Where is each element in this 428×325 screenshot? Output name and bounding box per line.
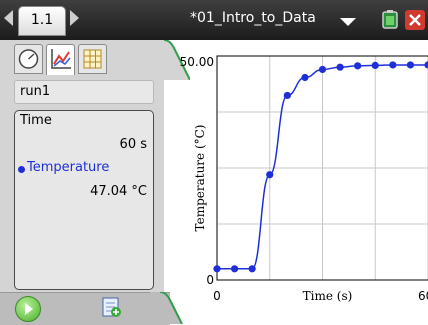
start-collection-button[interactable]	[15, 296, 41, 322]
next-page-arrow-icon[interactable]	[70, 10, 79, 26]
previous-page-arrow-icon[interactable]	[4, 10, 13, 26]
chevron-down-icon[interactable]	[340, 18, 356, 26]
meter-panel: Time 60 s Temperature 47.04 °C	[14, 110, 154, 290]
page-tab[interactable]: 1.1	[18, 6, 66, 36]
bottom-toolbar-corner	[150, 292, 183, 324]
time-sensor-label[interactable]: Time	[20, 113, 52, 128]
temperature-sensor-label[interactable]: Temperature	[27, 160, 110, 175]
data-point[interactable]	[336, 63, 344, 71]
data-point[interactable]	[266, 171, 274, 179]
x-axis-min-tick: 0	[213, 289, 221, 303]
temperature-sensor-value: 47.04 °C	[90, 184, 147, 199]
view-tabs	[0, 40, 170, 78]
data-point[interactable]	[354, 62, 362, 70]
x-axis-label[interactable]: Time (s)	[303, 289, 353, 303]
data-point[interactable]	[389, 61, 397, 69]
data-point[interactable]	[371, 61, 379, 70]
data-point[interactable]	[406, 61, 415, 69]
y-axis-min-tick: 0	[206, 273, 214, 287]
data-point[interactable]	[248, 265, 256, 273]
data-point[interactable]	[283, 91, 291, 100]
tab-meter-view[interactable]	[14, 44, 43, 74]
y-axis-label[interactable]: Temperature (°C)	[193, 125, 207, 232]
temperature-series-dot-icon	[18, 166, 25, 173]
data-point[interactable]	[301, 73, 309, 82]
data-point[interactable]	[230, 265, 239, 273]
close-icon[interactable]	[404, 9, 428, 31]
graph-icon	[51, 49, 71, 69]
grid	[217, 56, 428, 280]
data-point[interactable]	[424, 61, 428, 69]
x-axis-max-tick: 60	[418, 289, 428, 303]
series-layer	[213, 61, 428, 273]
add-data-button[interactable]	[100, 296, 122, 318]
panel-tab-corner	[150, 40, 190, 80]
time-sensor-value: 60 s	[119, 137, 147, 152]
table-icon	[83, 49, 102, 69]
y-axis-max-tick: 50.00	[180, 55, 214, 69]
gauge-icon	[18, 49, 39, 69]
temperature-graph[interactable]: 50.00 0 0 60 Time (s) Temperature (°C)	[164, 40, 428, 324]
plot-frame	[216, 55, 428, 281]
document-title[interactable]: *01_Intro_to_Data	[190, 10, 316, 26]
page-tab-label: 1.1	[30, 12, 54, 28]
tab-table-view[interactable]	[78, 44, 107, 74]
run-name: run1	[20, 84, 51, 99]
data-point[interactable]	[318, 65, 327, 74]
data-point[interactable]	[213, 265, 221, 273]
tab-graph-view[interactable]	[46, 44, 75, 75]
run-selector[interactable]: run1	[14, 80, 154, 104]
battery-icon	[382, 10, 398, 29]
